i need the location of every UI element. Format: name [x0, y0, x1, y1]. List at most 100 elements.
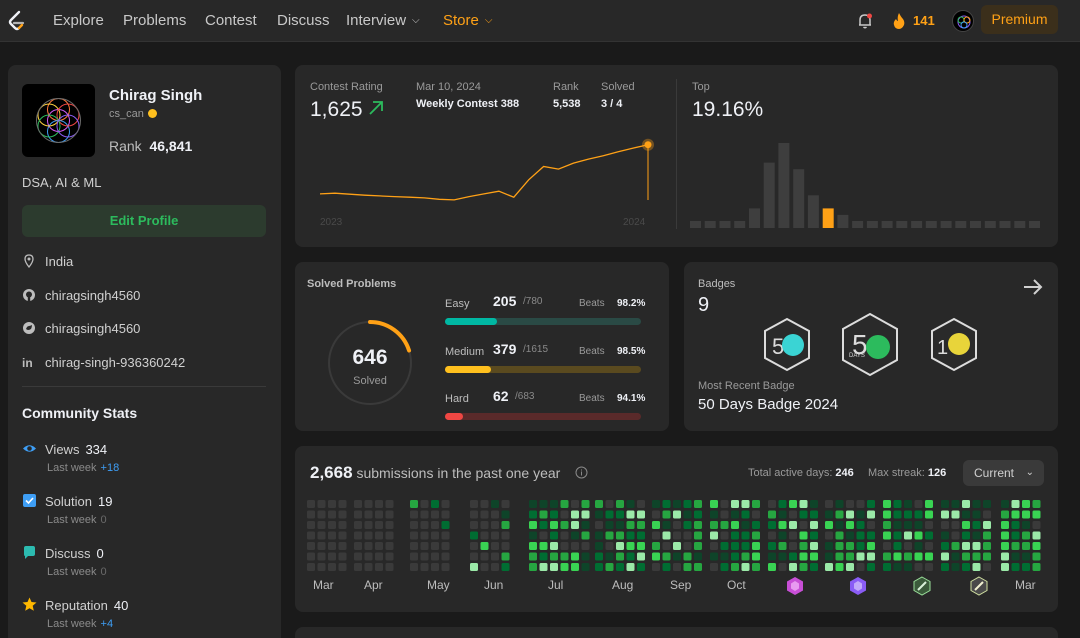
- heatmap-cell[interactable]: [480, 531, 489, 540]
- heatmap-cell[interactable]: [799, 563, 808, 571]
- histogram-bar[interactable]: [822, 208, 834, 228]
- heatmap-cell[interactable]: [835, 500, 844, 508]
- heatmap-cell[interactable]: [595, 552, 603, 561]
- heatmap-cell[interactable]: [1011, 500, 1020, 508]
- heatmap-cell[interactable]: [883, 510, 891, 519]
- heatmap-cell[interactable]: [846, 563, 854, 571]
- heatmap-cell[interactable]: [595, 563, 603, 571]
- heatmap-cell[interactable]: [951, 510, 960, 519]
- heatmap-cell[interactable]: [741, 542, 750, 550]
- heatmap-cell[interactable]: [571, 500, 579, 508]
- histogram-bar[interactable]: [940, 221, 952, 228]
- heatmap-cell[interactable]: [720, 552, 729, 561]
- heatmap-cell[interactable]: [983, 563, 991, 571]
- heatmap-cell[interactable]: [317, 510, 326, 519]
- heatmap-cell[interactable]: [983, 521, 991, 529]
- heatmap-cell[interactable]: [529, 531, 537, 540]
- heatmap-cell[interactable]: [307, 521, 315, 529]
- heatmap-cell[interactable]: [364, 510, 373, 519]
- heatmap-cell[interactable]: [431, 531, 439, 540]
- heatmap-cell[interactable]: [480, 542, 489, 550]
- heatmap-cell[interactable]: [1001, 542, 1009, 550]
- heatmap-cell[interactable]: [867, 510, 875, 519]
- heatmap-cell[interactable]: [581, 500, 590, 508]
- heatmap-cell[interactable]: [867, 531, 875, 540]
- monthly-badge-icon[interactable]: [786, 576, 804, 596]
- heatmap-cell[interactable]: [581, 563, 590, 571]
- heatmap-cell[interactable]: [626, 552, 635, 561]
- heatmap-cell[interactable]: [825, 542, 833, 550]
- heatmap-cell[interactable]: [789, 510, 797, 519]
- heatmap-cell[interactable]: [768, 500, 776, 508]
- heatmap-cell[interactable]: [673, 531, 681, 540]
- heatmap-cell[interactable]: [491, 531, 499, 540]
- heatmap-cell[interactable]: [616, 563, 624, 571]
- histogram-bar[interactable]: [1029, 221, 1040, 228]
- heatmap-cell[interactable]: [983, 531, 991, 540]
- histogram-bar[interactable]: [734, 221, 746, 228]
- heatmap-cell[interactable]: [441, 510, 450, 519]
- heatmap-cell[interactable]: [846, 542, 854, 550]
- heatmap-cell[interactable]: [846, 500, 854, 508]
- heatmap-cell[interactable]: [431, 510, 439, 519]
- heatmap-cell[interactable]: [595, 531, 603, 540]
- heatmap-cell[interactable]: [652, 510, 660, 519]
- heatmap-cell[interactable]: [951, 542, 960, 550]
- heatmap-cell[interactable]: [673, 552, 681, 561]
- heatmap-cell[interactable]: [581, 531, 590, 540]
- heatmap-cell[interactable]: [768, 563, 776, 571]
- heatmap-cell[interactable]: [420, 563, 429, 571]
- heatmap-cell[interactable]: [480, 521, 489, 529]
- heatmap-cell[interactable]: [420, 531, 429, 540]
- heatmap-cell[interactable]: [893, 542, 902, 550]
- heatmap-cell[interactable]: [941, 531, 949, 540]
- heatmap-cell[interactable]: [501, 563, 510, 571]
- heatmap-cell[interactable]: [375, 542, 383, 550]
- heatmap-cell[interactable]: [768, 552, 776, 561]
- heatmap-cell[interactable]: [307, 500, 315, 508]
- heatmap-cell[interactable]: [983, 500, 991, 508]
- heatmap-cell[interactable]: [470, 542, 478, 550]
- heatmap-cell[interactable]: [662, 510, 671, 519]
- heatmap-cell[interactable]: [893, 563, 902, 571]
- heatmap-cell[interactable]: [825, 521, 833, 529]
- heatmap-cell[interactable]: [364, 531, 373, 540]
- heatmap-cell[interactable]: [673, 510, 681, 519]
- heatmap-cell[interactable]: [385, 510, 394, 519]
- heatmap-cell[interactable]: [752, 552, 760, 561]
- heatmap-cell[interactable]: [605, 552, 614, 561]
- heatmap-cell[interactable]: [1022, 510, 1030, 519]
- heatmap-cell[interactable]: [662, 500, 671, 508]
- nav-problems[interactable]: Problems: [123, 12, 187, 29]
- heatmap-cell[interactable]: [626, 531, 635, 540]
- heatmap-cell[interactable]: [925, 510, 933, 519]
- heatmap-cell[interactable]: [626, 521, 635, 529]
- heatmap-cell[interactable]: [835, 563, 844, 571]
- histogram-bar[interactable]: [793, 169, 805, 228]
- heatmap-cell[interactable]: [1032, 531, 1041, 540]
- user-avatar-icon[interactable]: [952, 10, 974, 32]
- heatmap-cell[interactable]: [410, 500, 418, 508]
- heatmap-cell[interactable]: [652, 563, 660, 571]
- arrow-right-icon[interactable]: [1022, 278, 1044, 296]
- histogram-bar[interactable]: [881, 221, 893, 228]
- heatmap-cell[interactable]: [694, 552, 702, 561]
- heatmap-cell[interactable]: [1022, 521, 1030, 529]
- heatmap-cell[interactable]: [338, 531, 347, 540]
- monthly-badge-icon[interactable]: [970, 576, 988, 596]
- heatmap-cell[interactable]: [925, 552, 933, 561]
- heatmap-cell[interactable]: [893, 500, 902, 508]
- heatmap-cell[interactable]: [375, 552, 383, 561]
- period-select[interactable]: Current ⌄: [963, 460, 1044, 486]
- heatmap-cell[interactable]: [662, 521, 671, 529]
- heatmap-cell[interactable]: [752, 542, 760, 550]
- monthly-badge-icon[interactable]: [913, 576, 931, 596]
- heatmap-cell[interactable]: [441, 552, 450, 561]
- heatmap-cell[interactable]: [328, 552, 336, 561]
- heatmap-cell[interactable]: [637, 510, 645, 519]
- heatmap-cell[interactable]: [480, 500, 489, 508]
- heatmap-cell[interactable]: [595, 500, 603, 508]
- heatmap-cell[interactable]: [856, 542, 865, 550]
- heatmap-cell[interactable]: [431, 521, 439, 529]
- heatmap-cell[interactable]: [1001, 531, 1009, 540]
